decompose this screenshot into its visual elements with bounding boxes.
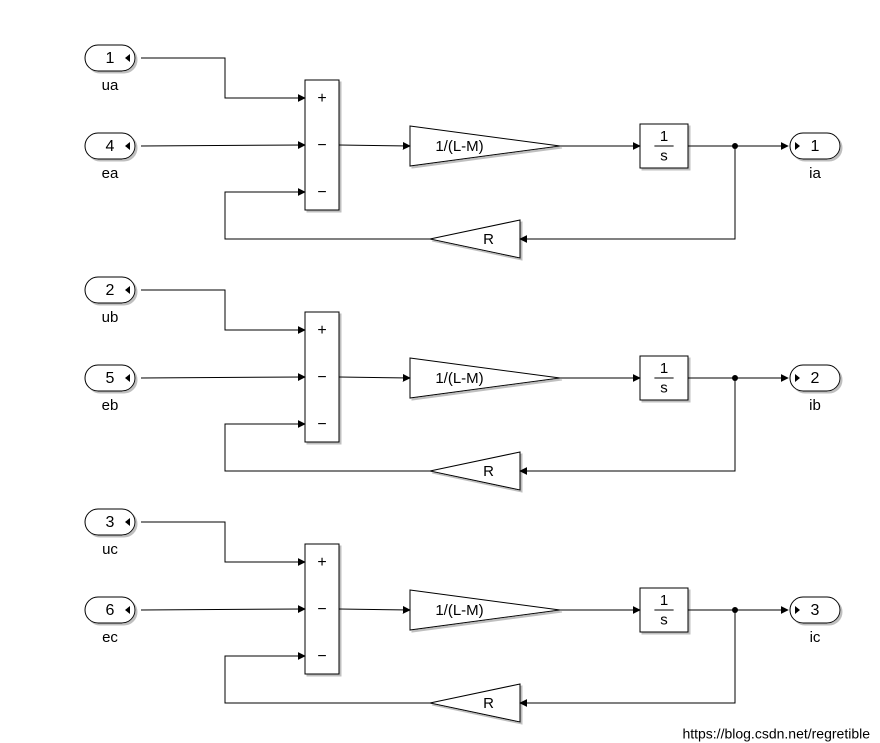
inport-ub-label: ub [102,309,119,326]
sum-a-sign-1: − [317,137,326,154]
sum-c-sign-2: − [317,648,326,665]
outport-ib-num: 2 [811,370,820,387]
inport-ec-num: 6 [106,602,115,619]
sum-a-sign-0: + [317,90,326,107]
gain-fwd-c-label: 1/(L-M) [435,602,483,619]
inport-ea-label: ea [102,165,119,182]
inport-ub-num: 2 [106,282,115,299]
simulink-diagram: 1 ua 4 ea 1 ia + − − 1/(L-M) 1 s R 2 ub 5 eb 2 ib + − − 1/(L-M… [0,0,880,743]
gain-fb-a-label: R [483,231,494,248]
sum-a-sign-2: − [317,184,326,201]
gain-fb-b-label: R [483,463,494,480]
inport-uc-num: 3 [106,514,115,531]
integ-c-den: s [660,612,668,629]
inport-ua-num: 1 [106,50,115,67]
inport-ec-label: ec [102,629,118,646]
integ-a-den: s [660,148,668,165]
inport-uc-label: uc [102,541,118,558]
outport-ia-label: ia [809,165,821,182]
sum-c-sign-1: − [317,601,326,618]
gain-fwd-b-label: 1/(L-M) [435,370,483,387]
sum-c-sign-0: + [317,554,326,571]
inport-ea-num: 4 [106,138,115,155]
watermark: https://blog.csdn.net/regretible [682,726,870,742]
sum-b-sign-0: + [317,322,326,339]
sum-b-sign-2: − [317,416,326,433]
outport-ia-num: 1 [811,138,820,155]
inport-eb-label: eb [102,397,119,414]
sum-b-sign-1: − [317,369,326,386]
outport-ic-num: 3 [811,602,820,619]
integ-a-num: 1 [660,128,668,145]
integ-c-num: 1 [660,592,668,609]
integ-b-den: s [660,380,668,397]
gain-fb-c-label: R [483,695,494,712]
inport-eb-num: 5 [106,370,115,387]
outport-ic-label: ic [810,629,821,646]
integ-b-num: 1 [660,360,668,377]
gain-fwd-a-label: 1/(L-M) [435,138,483,155]
inport-ua-label: ua [102,77,119,94]
outport-ib-label: ib [809,397,821,414]
